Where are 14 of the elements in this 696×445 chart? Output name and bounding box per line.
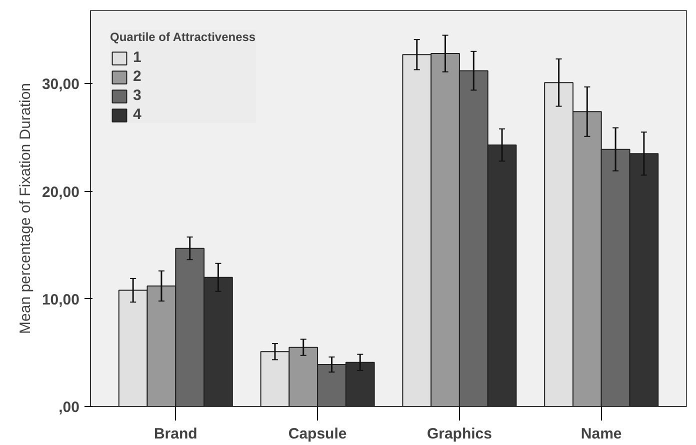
- y-tick-label: 10,00: [42, 291, 80, 308]
- y-axis-title: Mean percentage of Fixation Duration: [16, 83, 34, 334]
- legend-title: Quartile of Attractiveness: [110, 30, 256, 44]
- y-tick-label: 20,00: [42, 184, 80, 201]
- x-tick-label: Graphics: [426, 426, 492, 442]
- x-tick-label: Brand: [154, 426, 198, 442]
- x-tick-label: Name: [580, 426, 622, 442]
- legend-label: 4: [133, 106, 142, 123]
- legend-label: 2: [133, 68, 142, 85]
- legend-label: 3: [133, 87, 142, 104]
- y-tick-label: ,00: [58, 399, 80, 416]
- y-tick-label: 30,00: [42, 76, 80, 94]
- legend-label: 1: [133, 49, 142, 66]
- x-tick-label: Capsule: [288, 426, 347, 442]
